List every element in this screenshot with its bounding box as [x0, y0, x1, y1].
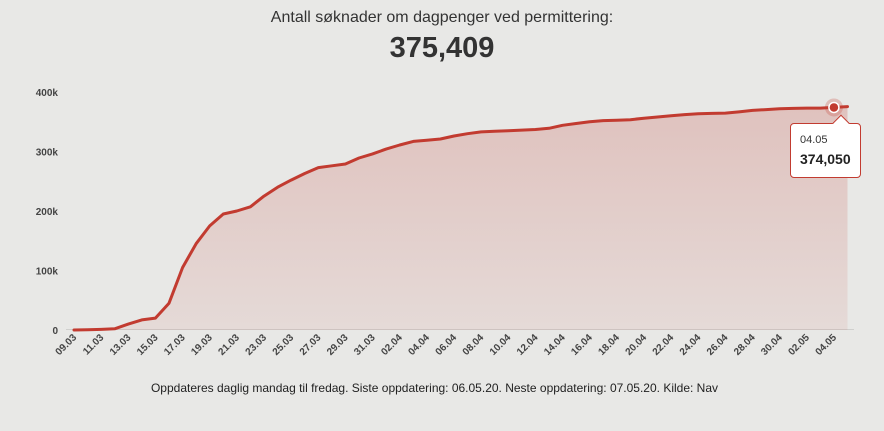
y-tick-label: 200k: [36, 207, 59, 218]
x-tick-label: 31.03: [352, 332, 378, 358]
x-tick-label: 18.04: [596, 332, 622, 358]
x-tick-label: 06.04: [434, 332, 460, 358]
x-tick-label: 16.04: [569, 332, 595, 358]
chart-title: Antall søknader om dagpenger ved permitt…: [270, 9, 614, 26]
x-tick-label: 14.04: [542, 332, 568, 358]
total-count: 375,409: [389, 32, 495, 64]
y-tick-label: 0: [52, 326, 58, 337]
x-tick-label: 10.04: [488, 332, 514, 358]
x-tick-label: 19.03: [189, 332, 215, 358]
tooltip-value: 374,050: [800, 151, 851, 167]
x-tick-label: 04.05: [814, 332, 840, 358]
y-tick-label: 100k: [36, 267, 59, 278]
y-tick-label: 300k: [36, 148, 59, 159]
tooltip-date: 04.05: [800, 134, 828, 146]
x-tick-label: 25.03: [271, 332, 297, 358]
footer-note: Oppdateres daglig mandag til fredag. Sis…: [150, 381, 719, 395]
x-tick-label: 08.04: [461, 332, 487, 358]
line-chart: 0 100k 200k 300k 400k 09.03 11.03 13.03 15.03 17…: [36, 88, 854, 358]
x-tick-label: 11.03: [81, 332, 106, 357]
x-tick-label: 02.05: [786, 332, 812, 358]
x-tick-label: 13.03: [108, 332, 134, 358]
x-axis-labels: 09.03 11.03 13.03 15.03 17.03 19.03 21.03 23.03…: [54, 332, 840, 358]
x-tick-label: 04.04: [406, 332, 432, 358]
x-tick-label: 22.04: [651, 332, 677, 358]
x-tick-label: 29.03: [325, 332, 351, 358]
x-tick-label: 17.03: [162, 332, 188, 358]
hover-marker[interactable]: [828, 101, 840, 114]
x-tick-label: 26.04: [705, 332, 731, 358]
series-area: [74, 106, 848, 330]
x-tick-label: 28.04: [732, 332, 758, 358]
x-tick-label: 21.03: [216, 332, 242, 358]
y-axis-labels: 0 100k 200k 300k 400k: [36, 88, 59, 337]
series-line: [72, 105, 849, 332]
y-tick-label: 400k: [36, 88, 59, 99]
x-tick-label: 24.04: [678, 332, 704, 358]
x-tick-label: 23.03: [244, 332, 270, 358]
x-tick-label: 02.04: [379, 332, 405, 358]
x-tick-label: 12.04: [515, 332, 541, 358]
x-tick-label: 27.03: [298, 332, 324, 358]
tooltip: 04.05 374,050: [790, 123, 861, 178]
x-tick-label: 30.04: [759, 332, 785, 358]
x-tick-label: 20.04: [624, 332, 650, 358]
x-tick-label: 15.03: [135, 332, 161, 358]
